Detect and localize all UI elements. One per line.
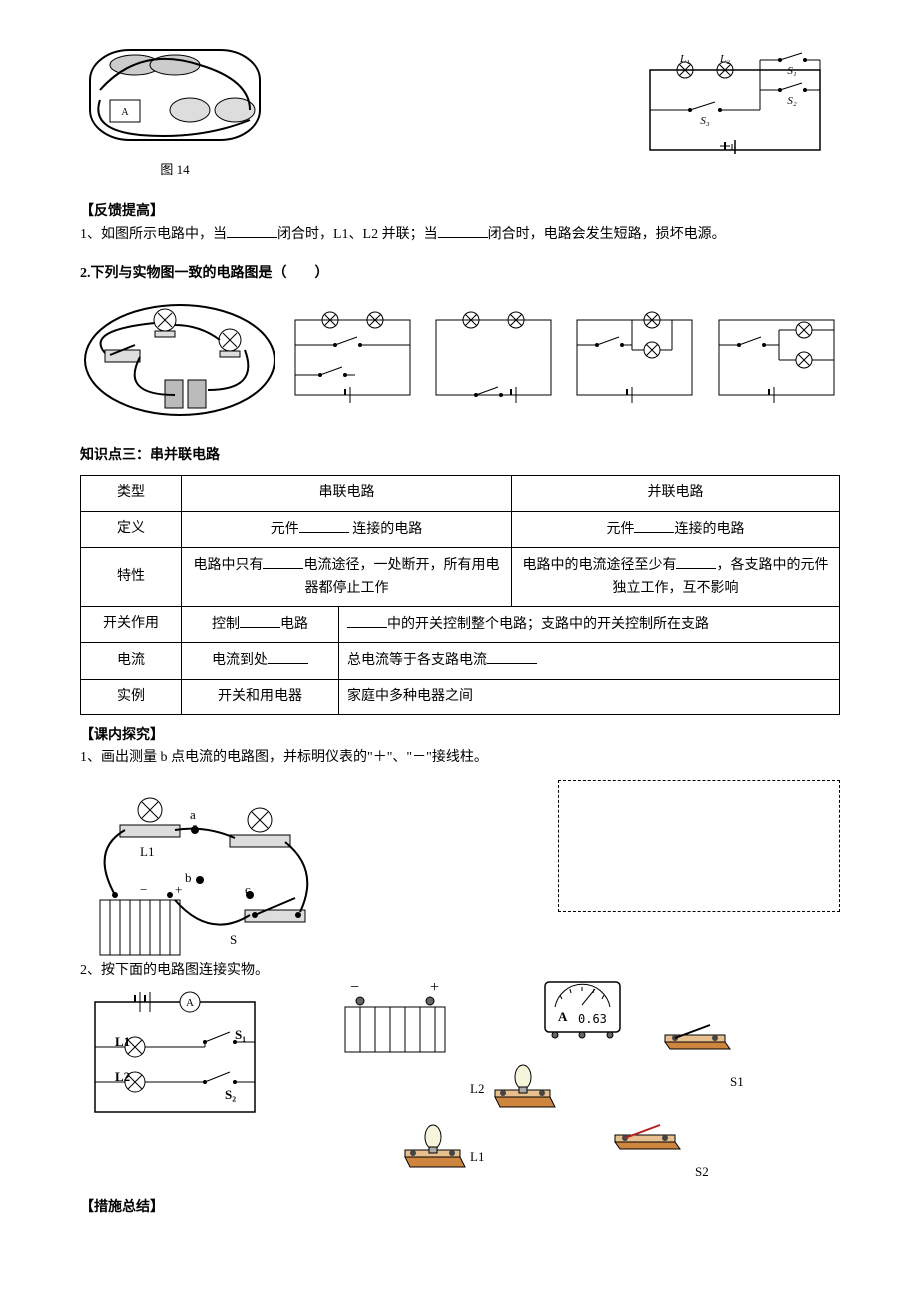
explore-q1-text: 1、画出测量 b 点电流的电路图，并标明仪表的"＋"、"－"接线柱。 — [80, 747, 840, 769]
q1-blank-1[interactable] — [227, 223, 277, 238]
svg-text:L₁: L₁ — [679, 53, 690, 65]
comp-l2: L2 — [470, 1079, 484, 1100]
row-ex-parallel: 家庭中多种电器之间 — [339, 679, 840, 714]
label-s: S — [230, 930, 237, 951]
row-feat-parallel: 电路中的电流途径至少有，各支路中的元件独立工作，互不影响 — [511, 548, 839, 607]
svg-text:S₃: S₃ — [700, 115, 710, 127]
explore-physical-icon — [80, 780, 340, 970]
svg-text:S₂: S₂ — [787, 95, 797, 107]
answer-box[interactable] — [558, 780, 840, 912]
explore-q1-row: a a L1 b − + c S — [80, 780, 840, 970]
q2-option-d-icon — [709, 305, 840, 415]
cd-s1: S₁ — [235, 1025, 246, 1046]
ammeter-icon: A 0.63 — [540, 977, 625, 1042]
row-def-label: 定义 — [81, 511, 182, 547]
circuit-diagram-top-right: L₁ L₂ S₁ S₂ S₃ — [630, 50, 840, 170]
svg-text:A: A — [558, 1009, 568, 1024]
cd-l2: L2 — [115, 1067, 130, 1088]
explore-q2-diagram: A L1 L2 S₁ S₂ — [80, 987, 270, 1135]
explore-q2-components: − + A 0.63 L2 S1 — [290, 987, 750, 1187]
question-2-text: 2.下列与实物图一致的电路图是（ ） — [80, 263, 840, 285]
th-series: 串联电路 — [182, 476, 512, 511]
row-switch-series: 控制电路 — [182, 606, 339, 642]
svg-text:0.63: 0.63 — [578, 1012, 607, 1026]
svg-text:L₂: L₂ — [719, 53, 730, 65]
svg-text:A: A — [186, 997, 194, 1009]
comp-s1: S1 — [730, 1072, 744, 1093]
parallel-switch-circuit-icon: L₁ L₂ S₁ S₂ S₃ — [630, 50, 840, 170]
question-2-options — [80, 295, 840, 425]
svg-text:S₁: S₁ — [787, 65, 797, 77]
label-plus: + — [175, 880, 182, 901]
q1-mid2: 闭合时，电路会发生短路，损坏电源。 — [488, 227, 726, 242]
kp3-title: 知识点三：串并联电路 — [80, 445, 840, 467]
row-switch-label: 开关作用 — [81, 606, 182, 642]
switch-s1-icon — [660, 1017, 735, 1052]
lamp-l2-icon — [490, 1062, 560, 1112]
comp-s2: S2 — [695, 1162, 709, 1183]
figure-14-photo: A 图 14 — [80, 40, 270, 181]
explore-q2-row: A L1 L2 S₁ S₂ − + — [80, 987, 840, 1187]
th-type: 类型 — [81, 476, 182, 511]
circuit-diagram-icon: A — [80, 987, 270, 1127]
row-def-series: 元件 连接的电路 — [182, 511, 512, 547]
q1-mid1: 闭合时，L1、L2 并联；当 — [277, 227, 438, 242]
bat-minus: − — [350, 975, 359, 1001]
row-feat-label: 特性 — [81, 548, 182, 607]
label-l1: L1 — [140, 842, 154, 863]
q2-physical-icon — [80, 295, 275, 425]
method-section-title: 【措施总结】 — [80, 1197, 840, 1219]
explore-q1-physical: a a L1 b − + c S — [80, 780, 340, 970]
label-minus: − — [140, 880, 147, 901]
comp-l1: L1 — [470, 1147, 484, 1168]
figure-14-caption: 图 14 — [80, 160, 270, 181]
q1-blank-2[interactable] — [438, 223, 488, 238]
switch-s2-icon — [610, 1117, 685, 1152]
question-1: 1、如图所示电路中，当 闭合时，L1、L2 并联；当 闭合时，电路会发生短路，损坏电… — [80, 223, 840, 246]
q2-option-c-icon — [567, 305, 698, 415]
label-c: c — [245, 880, 251, 901]
row-switch-parallel: 中的开关控制整个电路；支路中的开关控制所在支路 — [339, 606, 840, 642]
row-ex-label: 实例 — [81, 679, 182, 714]
row-feat-series: 电路中只有电流途径，一处断开，所有用电器都停止工作 — [182, 548, 512, 607]
top-image-row: A 图 14 L₁ L₂ S₁ S₂ — [80, 40, 840, 181]
row-def-parallel: 元件连接的电路 — [511, 511, 839, 547]
row-current-parallel: 总电流等于各支路电流 — [339, 643, 840, 679]
q2-option-a-icon — [285, 305, 416, 415]
bat-plus: + — [430, 975, 439, 1001]
label-b: b — [185, 868, 192, 889]
cd-s2: S₂ — [225, 1085, 236, 1106]
th-parallel: 并联电路 — [511, 476, 839, 511]
feedback-section-title: 【反馈提高】 — [80, 201, 840, 223]
series-parallel-table: 类型 串联电路 并联电路 定义 元件 连接的电路 元件连接的电路 特性 电路中只… — [80, 475, 840, 715]
row-current-series: 电流到处 — [182, 643, 339, 679]
physical-circuit-photo-icon: A — [80, 40, 270, 160]
q1-prefix: 1、如图所示电路中，当 — [80, 227, 227, 242]
cd-l1: L1 — [115, 1032, 130, 1053]
lamp-l1-icon — [400, 1122, 470, 1172]
q2-option-b-icon — [426, 305, 557, 415]
row-current-label: 电流 — [81, 643, 182, 679]
row-ex-series: 开关和用电器 — [182, 679, 339, 714]
ammeter-a-label: A — [121, 107, 129, 118]
label-a2: a — [192, 817, 198, 838]
explore-section-title: 【课内探究】 — [80, 725, 840, 747]
